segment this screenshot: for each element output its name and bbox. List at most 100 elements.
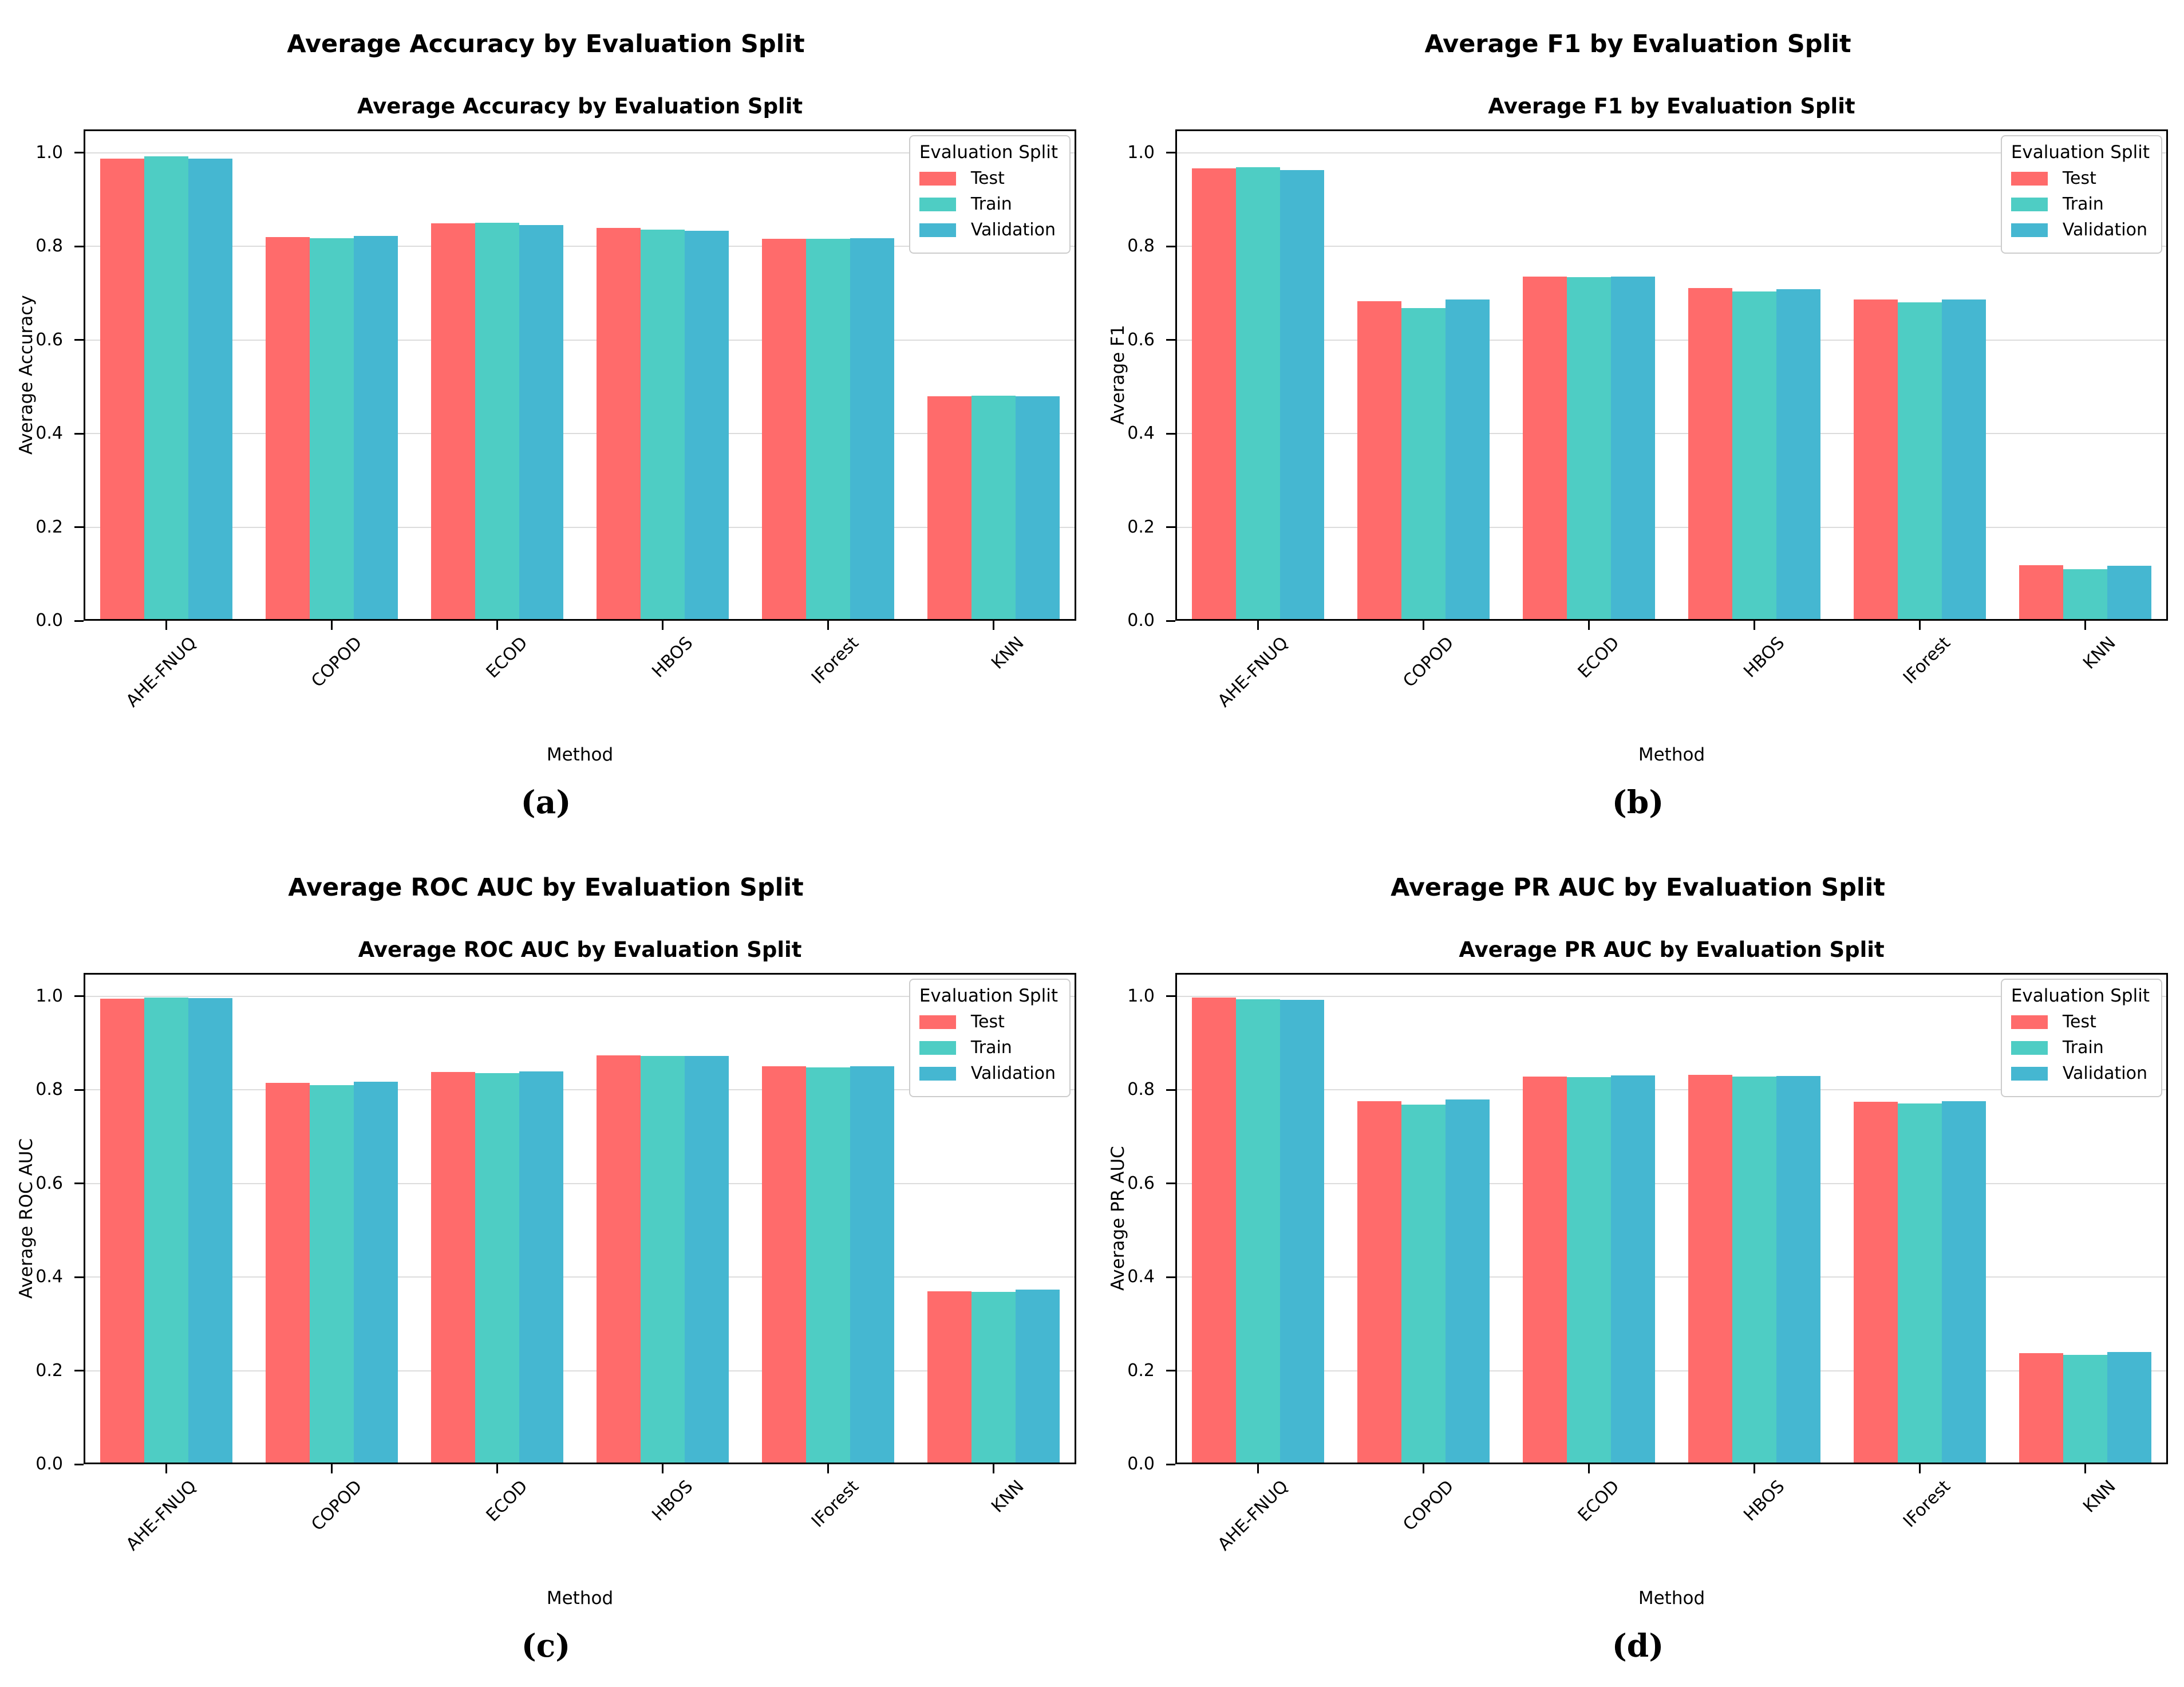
y-tick-mark [1166,1183,1175,1185]
x-tick-label: IForest [1899,1476,1954,1532]
x-tick-label: KNN [2079,633,2120,673]
legend-entry-test: Test [2011,168,2150,188]
legend-entry-train: Train [2011,194,2150,214]
y-tick-mark [74,1089,84,1091]
bar-ecod-test [1522,1076,1567,1464]
y-tick-mark [74,245,84,247]
chart-title: Average ROC AUC by Evaluation Split [358,937,802,962]
bar-ecod-train [1566,277,1612,621]
legend-swatch-train [2011,1040,2048,1055]
y-tick-label: 0.0 [1127,1454,1155,1474]
bar-hbos-train [1732,291,1777,621]
subfigure-caption: (d) [1612,1627,1664,1664]
y-tick-label: 0.6 [35,1173,63,1193]
bar-copod-validation [1446,1099,1490,1464]
gridline [1175,1276,2168,1278]
y-tick-mark [1166,245,1175,247]
x-tick-mark [1423,1464,1424,1473]
chart-panel-a: Average Accuracy by Evaluation Split Aver… [0,0,1092,844]
bar-knn-train [971,395,1016,621]
bar-ahe-fnuq-train [1235,167,1281,621]
legend-label: Validation [2062,220,2147,240]
y-tick-mark [1166,620,1175,622]
plot-area: 0.0 0.2 0.4 0.6 0.8 1.0 AHE-FNUQ COPOD ECOD HBOS I… [1127,973,2168,1555]
legend-label: Validation [2062,1063,2147,1083]
y-tick-mark [1166,1370,1175,1372]
y-tick-label: 0.0 [1127,610,1155,630]
legend-label: Train [2062,1038,2104,1058]
x-tick-mark [1753,621,1755,630]
figure-title: Average ROC AUC by Evaluation Split [288,873,804,902]
x-tick-mark [1588,621,1590,630]
y-tick-label: 1.0 [35,142,63,163]
y-axis-label: Average F1 [1108,325,1128,425]
x-tick-label: COPOD [1399,633,1458,692]
bar-ecod-train [1566,1077,1612,1464]
y-tick-label: 0.6 [35,329,63,350]
bar-iforest-validation [850,1066,895,1464]
bar-hbos-train [1732,1077,1777,1464]
y-tick-label: 0.4 [35,1267,63,1287]
figure-title: Average PR AUC by Evaluation Split [1391,873,1885,902]
y-tick-mark [1166,1463,1175,1465]
bar-copod-train [309,238,354,621]
x-tick-mark [993,621,994,630]
x-tick-mark [993,1464,994,1473]
bar-copod-validation [354,1082,398,1464]
bar-knn-test [2019,1353,2063,1464]
bar-knn-test [927,1291,971,1464]
x-tick-label: HBOS [648,633,697,682]
y-tick-mark [74,1183,84,1185]
legend-entry-validation: Validation [919,220,1058,240]
y-tick-label: 0.2 [1127,517,1155,537]
x-tick-label: AHE-FNUQ [122,633,201,711]
x-tick-mark [1588,1464,1590,1473]
x-tick-label: IForest [1899,633,1954,688]
bar-iforest-train [1897,302,1942,621]
bar-copod-validation [354,235,398,621]
y-tick-label: 0.4 [35,423,63,444]
x-tick-label: COPOD [307,1476,366,1535]
legend-title: Evaluation Split [2011,986,2150,1006]
x-tick-mark [827,621,829,630]
legend-swatch-validation [919,223,956,237]
x-tick-mark [827,1464,829,1473]
y-tick-mark [74,620,84,622]
bar-ahe-fnuq-validation [188,159,233,621]
x-tick-label: HBOS [1740,633,1789,682]
x-tick-mark [662,621,664,630]
x-tick-mark [331,1464,333,1473]
subfigure-caption: (a) [520,783,571,821]
legend-label: Test [2062,1012,2096,1032]
bar-ahe-fnuq-validation [1280,1000,1325,1464]
gridline [1175,526,2168,528]
y-tick-label: 0.0 [35,610,63,630]
bar-ahe-fnuq-test [100,158,144,621]
x-tick-label: ECOD [482,633,532,683]
bar-ecod-train [475,223,520,621]
chart-panel-b: Average F1 by Evaluation Split Average F1… [1092,0,2184,844]
bar-iforest-validation [1942,1101,1986,1464]
bar-ahe-fnuq-test [1191,168,1236,621]
gridline [84,433,1076,435]
gridline [84,1370,1076,1371]
bar-hbos-validation [685,1055,729,1464]
bar-ahe-fnuq-validation [188,998,233,1464]
y-tick-mark [74,1463,84,1465]
bar-copod-train [1401,1105,1446,1464]
legend-entry-test: Test [2011,1012,2150,1032]
gridline [1175,433,2168,435]
subfigure-caption: (c) [521,1627,571,1664]
chart-panel-d: Average PR AUC by Evaluation Split Averag… [1092,844,2184,1687]
legend-swatch-train [919,1040,956,1055]
legend-swatch-test [2011,171,2048,186]
x-tick-label: COPOD [1399,1476,1458,1535]
y-tick-mark [1166,152,1175,154]
x-tick-mark [1919,621,1921,630]
bar-ahe-fnuq-train [144,997,189,1464]
bar-iforest-test [1853,299,1898,621]
bar-copod-test [265,237,310,621]
legend-entry-validation: Validation [919,1063,1058,1083]
legend-swatch-validation [2011,1066,2048,1081]
legend-swatch-validation [919,1066,956,1081]
